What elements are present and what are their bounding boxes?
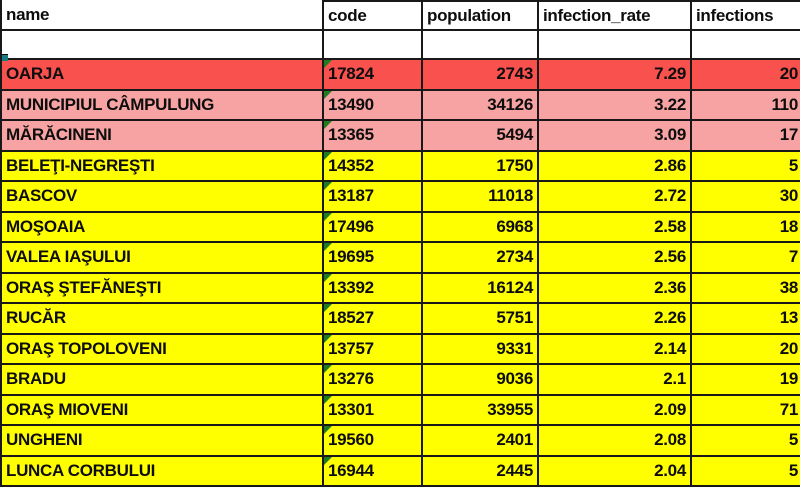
row-0-cell-infections[interactable]: 20: [692, 60, 800, 91]
row-9-cell-population[interactable]: 9331: [423, 334, 539, 365]
row-0-cell-code[interactable]: 17824: [324, 60, 423, 91]
error-indicator-icon: [324, 304, 332, 312]
row-12-cell-name[interactable]: UNGHENI: [2, 426, 324, 457]
row-3-cell-infections[interactable]: 5: [692, 151, 800, 182]
error-indicator-icon: [324, 243, 332, 251]
row-1-cell-infection_rate[interactable]: 3.22: [539, 90, 692, 121]
row-8-cell-code[interactable]: 18527: [324, 304, 423, 335]
row-0-cell-infection_rate[interactable]: 7.29: [539, 60, 692, 91]
selection-fill-handle[interactable]: [2, 54, 8, 61]
row-13-cell-code[interactable]: 16944: [324, 456, 423, 487]
row-3-cell-name[interactable]: BELEŢI-NEGREŞTI: [2, 151, 324, 182]
row-2-cell-name[interactable]: MĂRĂCINENI: [2, 121, 324, 152]
row-1-cell-infections[interactable]: 110: [692, 90, 800, 121]
empty-cell-infection-rate[interactable]: [539, 31, 692, 60]
row-10-cell-code[interactable]: 13276: [324, 365, 423, 396]
row-8-cell-infection_rate[interactable]: 2.26: [539, 304, 692, 335]
row-0-cell-name[interactable]: OARJA: [2, 60, 324, 91]
row-7-cell-name[interactable]: ORAŞ ŞTEFĂNEŞTI: [2, 273, 324, 304]
row-1-cell-name[interactable]: MUNICIPIUL CÂMPULUNG: [2, 90, 324, 121]
error-indicator-icon: [324, 395, 332, 404]
error-indicator-icon: [324, 426, 332, 434]
row-5-cell-infection_rate[interactable]: 2.58: [539, 212, 692, 243]
row-2-cell-infections[interactable]: 17: [692, 121, 800, 152]
row-1-cell-population[interactable]: 34126: [423, 90, 539, 121]
row-7-cell-infections[interactable]: 38: [692, 273, 800, 304]
row-4-cell-name[interactable]: BASCOV: [2, 182, 324, 213]
row-10-cell-infection_rate[interactable]: 2.1: [539, 365, 692, 396]
row-9-cell-infection_rate[interactable]: 2.14: [539, 334, 692, 365]
row-11-cell-infections[interactable]: 71: [692, 395, 800, 426]
column-header-name[interactable]: name: [2, 0, 324, 31]
error-indicator-icon: [324, 60, 332, 68]
row-6-cell-infections[interactable]: 7: [692, 243, 800, 274]
row-2-cell-population[interactable]: 5494: [423, 121, 539, 152]
error-indicator-icon: [324, 182, 332, 190]
column-header-population[interactable]: population: [423, 0, 539, 31]
row-6-cell-code[interactable]: 19695: [324, 243, 423, 274]
row-4-cell-population[interactable]: 11018: [423, 182, 539, 213]
row-13-cell-name[interactable]: LUNCA CORBULUI: [2, 456, 324, 487]
row-8-cell-name[interactable]: RUCĂR: [2, 304, 324, 335]
empty-cell-infections[interactable]: [692, 31, 800, 60]
row-5-cell-name[interactable]: MOŞOAIA: [2, 212, 324, 243]
row-1-cell-code[interactable]: 13490: [324, 90, 423, 121]
row-7-cell-code[interactable]: 13392: [324, 273, 423, 304]
row-4-cell-infections[interactable]: 30: [692, 182, 800, 213]
row-5-cell-infections[interactable]: 18: [692, 212, 800, 243]
error-indicator-icon: [324, 121, 332, 129]
error-indicator-icon: [324, 456, 332, 465]
row-7-cell-population[interactable]: 16124: [423, 273, 539, 304]
empty-cell-code[interactable]: [324, 31, 423, 60]
row-6-cell-population[interactable]: 2734: [423, 243, 539, 274]
error-indicator-icon: [324, 151, 332, 160]
row-3-cell-population[interactable]: 1750: [423, 151, 539, 182]
error-indicator-icon: [324, 365, 332, 373]
column-header-infection-rate[interactable]: infection_rate: [539, 0, 692, 31]
row-9-cell-name[interactable]: ORAŞ TOPOLOVENI: [2, 334, 324, 365]
error-indicator-icon: [324, 334, 332, 343]
column-header-infections[interactable]: infections: [692, 0, 800, 31]
row-10-cell-population[interactable]: 9036: [423, 365, 539, 396]
row-12-cell-code[interactable]: 19560: [324, 426, 423, 457]
row-11-cell-infection_rate[interactable]: 2.09: [539, 395, 692, 426]
row-11-cell-name[interactable]: ORAŞ MIOVENI: [2, 395, 324, 426]
row-2-cell-infection_rate[interactable]: 3.09: [539, 121, 692, 152]
error-indicator-icon: [324, 212, 332, 221]
row-12-cell-infection_rate[interactable]: 2.08: [539, 426, 692, 457]
row-6-cell-infection_rate[interactable]: 2.56: [539, 243, 692, 274]
row-9-cell-code[interactable]: 13757: [324, 334, 423, 365]
row-13-cell-infections[interactable]: 5: [692, 456, 800, 487]
row-10-cell-infections[interactable]: 19: [692, 365, 800, 396]
empty-cell-name[interactable]: [2, 31, 324, 60]
row-4-cell-code[interactable]: 13187: [324, 182, 423, 213]
row-2-cell-code[interactable]: 13365: [324, 121, 423, 152]
row-9-cell-infections[interactable]: 20: [692, 334, 800, 365]
column-header-code[interactable]: code: [324, 0, 423, 31]
row-11-cell-population[interactable]: 33955: [423, 395, 539, 426]
row-4-cell-infection_rate[interactable]: 2.72: [539, 182, 692, 213]
error-indicator-icon: [324, 273, 332, 282]
row-0-cell-population[interactable]: 2743: [423, 60, 539, 91]
row-13-cell-population[interactable]: 2445: [423, 456, 539, 487]
row-12-cell-population[interactable]: 2401: [423, 426, 539, 457]
row-6-cell-name[interactable]: VALEA IAŞULUI: [2, 243, 324, 274]
row-5-cell-code[interactable]: 17496: [324, 212, 423, 243]
row-3-cell-infection_rate[interactable]: 2.86: [539, 151, 692, 182]
row-8-cell-population[interactable]: 5751: [423, 304, 539, 335]
row-11-cell-code[interactable]: 13301: [324, 395, 423, 426]
row-12-cell-infections[interactable]: 5: [692, 426, 800, 457]
row-8-cell-infections[interactable]: 13: [692, 304, 800, 335]
row-5-cell-population[interactable]: 6968: [423, 212, 539, 243]
row-10-cell-name[interactable]: BRADU: [2, 365, 324, 396]
row-13-cell-infection_rate[interactable]: 2.04: [539, 456, 692, 487]
row-3-cell-code[interactable]: 14352: [324, 151, 423, 182]
row-7-cell-infection_rate[interactable]: 2.36: [539, 273, 692, 304]
error-indicator-icon: [324, 90, 332, 99]
empty-cell-population[interactable]: [423, 31, 539, 60]
